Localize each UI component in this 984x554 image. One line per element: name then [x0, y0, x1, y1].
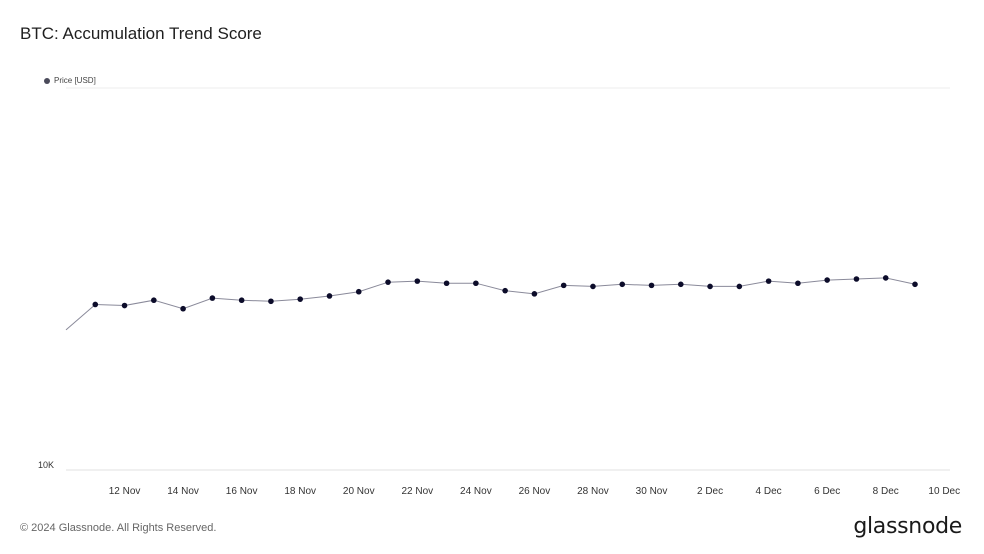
x-tick-label: 2 Dec [697, 486, 723, 497]
y-tick-label: 10K [38, 460, 55, 470]
data-point [765, 278, 772, 284]
series-line [65, 277, 916, 331]
data-point [414, 278, 421, 284]
x-tick-label: 26 Nov [519, 486, 551, 497]
chart-title: BTC: Accumulation Trend Score [20, 24, 262, 43]
data-point [882, 275, 889, 281]
data-point [473, 280, 479, 287]
data-point [707, 283, 713, 290]
data-point [180, 305, 186, 312]
data-point [824, 277, 830, 283]
data-point [297, 296, 304, 302]
x-tick-label: 10 Dec [928, 486, 960, 497]
x-tick-label: 18 Nov [284, 486, 316, 497]
data-point [795, 280, 801, 287]
chart-legend[interactable]: Price [USD] [44, 76, 96, 85]
x-tick-label: 8 Dec [873, 486, 899, 497]
x-tick-label: 22 Nov [401, 486, 433, 497]
data-point [443, 280, 450, 287]
data-point [238, 297, 245, 304]
data-point [590, 283, 596, 290]
data-point [560, 282, 567, 289]
data-point [502, 287, 508, 294]
data-point [648, 282, 655, 289]
x-tick-label: 24 Nov [460, 486, 492, 497]
data-point [209, 295, 216, 301]
x-tick-label: 28 Nov [577, 486, 609, 497]
data-point [531, 291, 538, 297]
x-tick-label: 6 Dec [814, 486, 840, 497]
data-point [736, 283, 743, 290]
data-point [912, 281, 918, 288]
data-point [326, 293, 333, 299]
copyright-text: © 2024 Glassnode. All Rights Reserved. [20, 522, 217, 534]
x-tick-label: 16 Nov [226, 486, 258, 497]
x-tick-label: 20 Nov [343, 486, 375, 497]
data-point [677, 281, 684, 288]
legend-marker-icon [44, 77, 50, 84]
data-point [619, 281, 626, 288]
x-tick-label: 14 Nov [167, 486, 199, 497]
x-tick-label: 30 Nov [636, 486, 668, 497]
data-point [121, 302, 128, 309]
legend-label: Price [USD] [54, 76, 96, 85]
data-point [385, 279, 391, 285]
x-tick-label: 12 Nov [109, 486, 141, 497]
data-point [853, 276, 860, 282]
data-point [355, 288, 362, 295]
data-point [151, 297, 157, 304]
x-tick-label: 4 Dec [756, 486, 782, 497]
data-point [268, 298, 274, 305]
data-point [92, 301, 99, 308]
brand-logo: glassnode [853, 514, 962, 539]
